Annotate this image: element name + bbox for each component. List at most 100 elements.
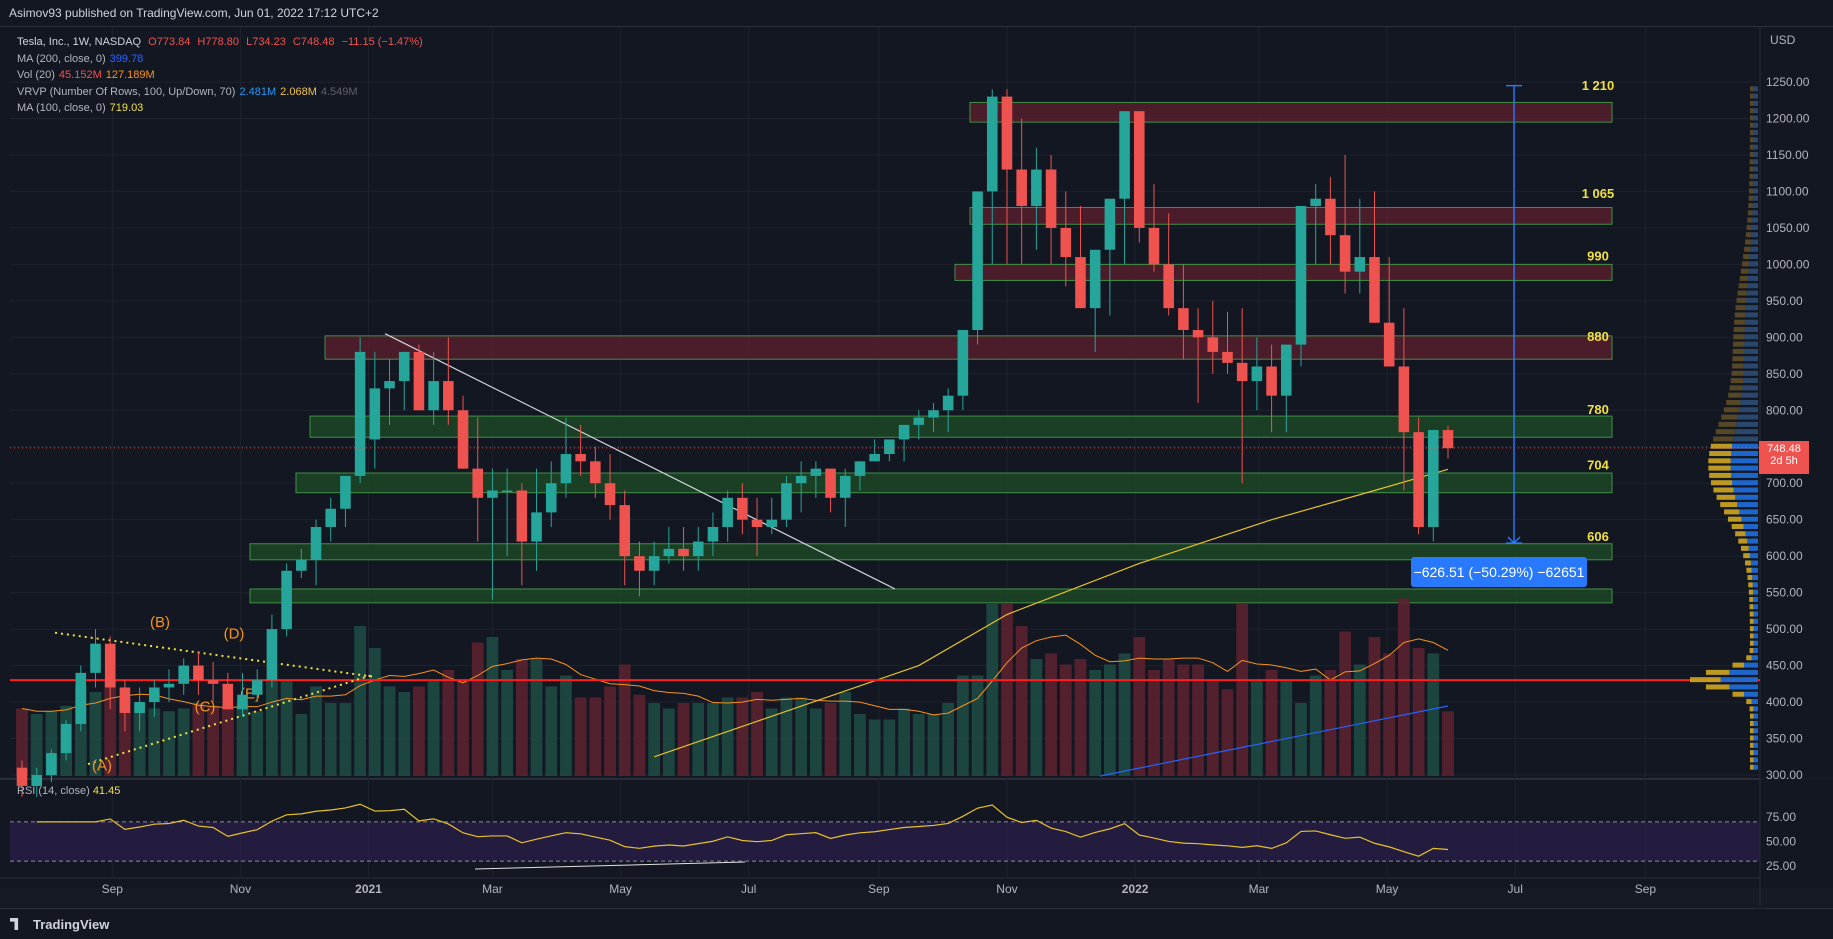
volume-bar <box>515 659 528 776</box>
candle-body <box>266 629 278 681</box>
time-axis-label: Jul <box>1508 882 1523 896</box>
candle-body <box>487 490 498 498</box>
price-chart[interactable]: 1250.00 1200.00 1150.00 1100.00 1050.00 1000.… <box>0 0 1833 908</box>
vrvp-down-bar <box>1728 392 1742 398</box>
candle-body <box>1339 235 1351 272</box>
volume-bar <box>736 697 749 776</box>
vrvp-up-bar <box>1752 217 1758 223</box>
vrvp-down-bar <box>1745 560 1751 566</box>
ohlc-high: H778.80 <box>197 36 240 48</box>
vrvp-up-bar <box>1748 545 1758 551</box>
ohlc-close: C748.48 <box>292 36 335 48</box>
vrvp-up-bar <box>1753 618 1758 624</box>
vrvp-up-bar <box>1753 750 1758 756</box>
vrvp-up-bar <box>1753 647 1758 653</box>
vrvp-up-bar <box>1753 137 1758 143</box>
vrvp-down-bar <box>1747 210 1753 216</box>
volume-bar <box>1309 675 1322 776</box>
volume-bar <box>1045 653 1057 776</box>
price-axis-label: 800.00 <box>1766 403 1803 417</box>
candle-body <box>1016 169 1027 207</box>
vrvp-down-bar <box>1733 327 1745 333</box>
vrvp-up-bar <box>1750 239 1758 245</box>
ma100-value: 719.03 <box>109 102 144 114</box>
candle-body <box>1354 257 1366 272</box>
vrvp-down-bar <box>1734 319 1745 325</box>
wave-label: (D) <box>224 626 245 643</box>
candle-body <box>1148 227 1160 265</box>
vrvp-up-bar <box>1737 502 1758 508</box>
vrvp-up-bar <box>1751 567 1758 573</box>
vrvp-up-bar <box>1747 275 1758 281</box>
vrvp-up-bar <box>1742 385 1758 391</box>
vrvp-down-bar <box>1748 195 1753 201</box>
vrvp-up-bar <box>1744 341 1758 347</box>
vrvp-up-bar <box>1753 130 1758 136</box>
candle-body <box>1236 362 1248 382</box>
vrvp-down-bar <box>1720 502 1738 508</box>
vrvp-up-bar <box>1753 188 1758 194</box>
wave-label: (B) <box>150 614 170 631</box>
time-axis-label: Sep <box>102 882 124 896</box>
candle-body <box>457 410 469 469</box>
vrvp-up-bar <box>1753 115 1758 121</box>
vrvp-down-bar <box>1750 750 1754 756</box>
vrvp-down-bar <box>1709 451 1732 457</box>
tradingview-logo[interactable]: TradingView <box>10 917 109 932</box>
vrvp-down-bar <box>1718 421 1737 427</box>
volume-bar <box>339 703 352 776</box>
volume-bar <box>883 719 896 776</box>
vrvp-down-bar <box>1749 626 1754 632</box>
candle-body <box>178 665 190 684</box>
vrvp-up-bar <box>1733 487 1758 493</box>
candle-body <box>678 548 689 557</box>
volume-bar <box>324 703 337 776</box>
volume-bar <box>1133 637 1146 776</box>
candle-body <box>369 388 381 440</box>
volume-bar <box>986 604 999 776</box>
volume-bar <box>310 686 322 776</box>
candle-body <box>942 395 954 411</box>
volume-bar <box>236 703 249 776</box>
vrvp-down-bar <box>1749 173 1754 179</box>
vrvp-down-bar <box>1749 137 1754 143</box>
volume-bar <box>1280 681 1293 776</box>
vrvp-down-bar <box>1749 151 1754 157</box>
volume-bar <box>471 642 484 776</box>
measure-result[interactable]: −626.51 (−50.29%) −62651 <box>1411 557 1587 587</box>
candle-body <box>207 680 219 684</box>
ma100-line <box>653 468 1449 758</box>
vrvp-up-bar <box>1753 706 1758 712</box>
volume-bar <box>45 711 58 776</box>
volume-bar <box>912 714 925 776</box>
candle-body <box>751 519 763 527</box>
vrvp-down-bar <box>1708 458 1731 464</box>
symbol-label: Tesla, Inc., 1W, NASDAQ <box>17 36 142 48</box>
volume-bar <box>868 719 881 776</box>
vrvp-down-bar <box>1748 582 1753 588</box>
volume-bar <box>618 664 631 776</box>
candle-body <box>648 556 660 571</box>
rsi-value: 41.45 <box>92 785 121 797</box>
vrvp-down-bar <box>1749 181 1754 187</box>
vrvp-down-bar <box>1710 443 1733 449</box>
candle-body <box>692 541 704 557</box>
bar-countdown: 2d 5h <box>1770 455 1798 467</box>
descending-trendline <box>384 333 896 590</box>
time-axis-label: 2022 <box>1122 882 1149 896</box>
volume-bar <box>898 708 910 776</box>
volume-bar <box>280 681 293 776</box>
candle-body <box>384 381 395 389</box>
vrvp-up-bar <box>1743 363 1758 369</box>
volume-bar <box>74 686 87 776</box>
volume-bar <box>1118 653 1131 776</box>
currency-label: USD <box>1770 33 1796 47</box>
vrvp-up-bar <box>1753 633 1758 639</box>
vrvp-up-bar <box>1751 224 1758 230</box>
vrvp-down-bar <box>1749 647 1754 653</box>
volume-bar <box>119 697 131 776</box>
volume-bar <box>207 705 219 776</box>
candle-body <box>928 410 939 418</box>
rsi-legend: RSI (14, close) 41.45 <box>17 785 120 797</box>
vrvp-down-bar <box>1746 699 1752 705</box>
